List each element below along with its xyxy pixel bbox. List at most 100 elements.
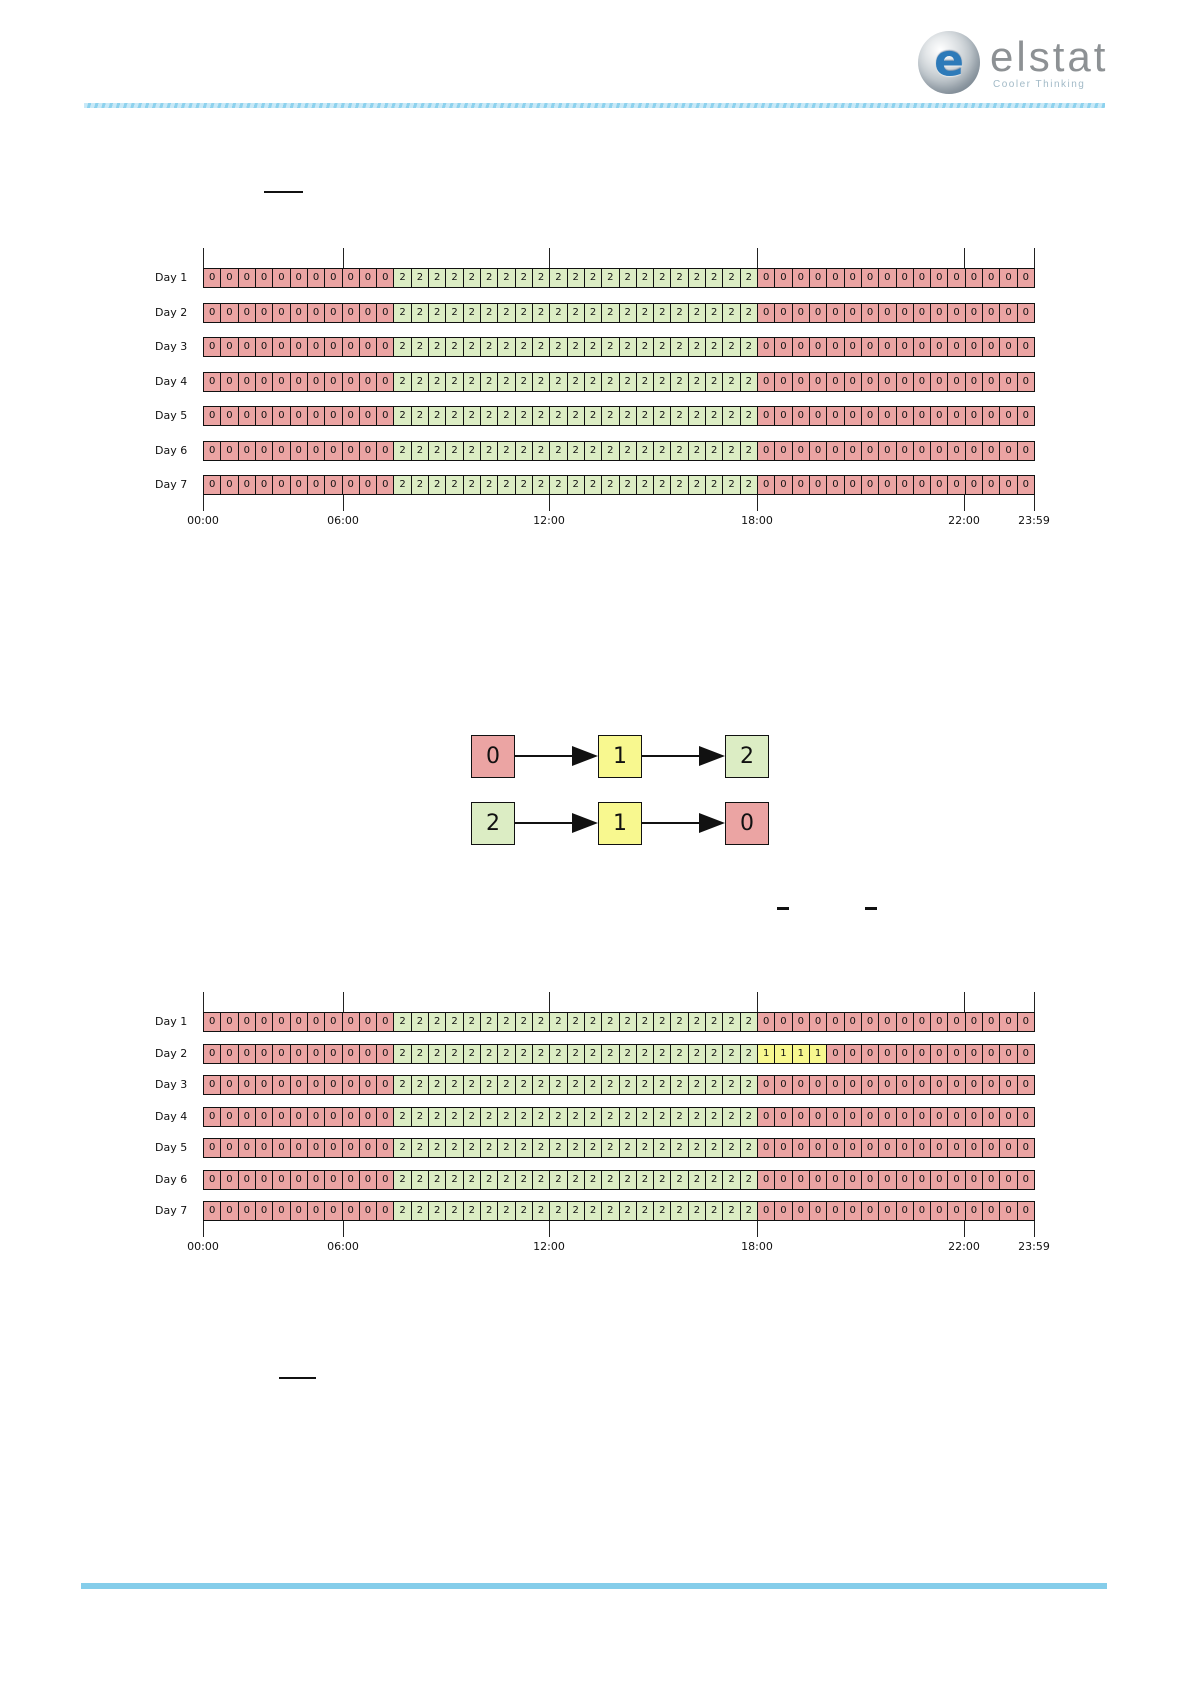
- schedule-cell: 2: [567, 1043, 585, 1064]
- schedule-cell: 0: [359, 1201, 378, 1221]
- schedule-cell: 0: [359, 1075, 378, 1095]
- schedule-cell: 2: [688, 475, 707, 495]
- schedule-cell: 0: [1000, 406, 1018, 426]
- schedule-cell: 0: [965, 1043, 984, 1064]
- schedule-cell: 2: [671, 1012, 689, 1032]
- schedule-cell: 0: [948, 302, 966, 323]
- schedule-cell: 2: [619, 1169, 637, 1190]
- schedule-cell: 0: [861, 1169, 880, 1190]
- schedule-cell: 2: [619, 337, 637, 357]
- schedule-cell: 2: [723, 268, 741, 288]
- schedule-cell: 0: [758, 302, 776, 323]
- schedule-cell: 0: [377, 1043, 395, 1064]
- schedule-cell: 2: [446, 268, 464, 288]
- schedule-cell: 2: [498, 1043, 516, 1064]
- schedule-cell: 0: [827, 1138, 845, 1158]
- schedule-cell: 0: [307, 1012, 326, 1032]
- schedule-cell: 2: [446, 1201, 464, 1221]
- schedule-cell: 2: [584, 371, 603, 392]
- logo-wordmark: elstat: [990, 33, 1109, 80]
- schedule-cell: 0: [342, 1106, 360, 1127]
- schedule-cell: 0: [948, 268, 966, 288]
- schedule-cell: 2: [671, 1201, 689, 1221]
- schedule-cell: 2: [671, 406, 689, 426]
- schedule-cell: 0: [879, 1012, 897, 1032]
- arrow-head-icon: [572, 813, 598, 833]
- schedule-cell: 0: [983, 475, 1001, 495]
- schedule-cell: 0: [1017, 1201, 1035, 1221]
- axis-tick-bottom: [964, 1221, 965, 1237]
- schedule-cell: 0: [1000, 371, 1018, 392]
- schedule-cell: 0: [221, 1075, 239, 1095]
- schedule-cell: 2: [619, 1012, 637, 1032]
- schedule-cell: 2: [723, 1201, 741, 1221]
- schedule-cell: 0: [775, 1106, 793, 1127]
- schedule-cell: 2: [550, 337, 568, 357]
- schedule-cell: 0: [221, 268, 239, 288]
- schedule-cell: 2: [567, 406, 585, 426]
- schedule-cell: 0: [758, 1106, 776, 1127]
- schedule-cell: 0: [758, 440, 776, 461]
- schedule-cell: 2: [740, 302, 758, 323]
- state-box: 2: [471, 802, 515, 845]
- elstat-sphere-icon: e: [918, 31, 980, 94]
- schedule-cell: 0: [325, 440, 343, 461]
- schedule-cell: 0: [827, 1106, 845, 1127]
- schedule-cell: 0: [1000, 440, 1018, 461]
- schedule-cell: 0: [948, 1012, 966, 1032]
- schedule-cell: 0: [809, 1106, 828, 1127]
- schedule-cell: 2: [446, 1043, 464, 1064]
- schedule-cell: 2: [411, 302, 430, 323]
- schedule-cell: 2: [463, 1012, 481, 1032]
- schedule-cell: 0: [238, 302, 256, 323]
- schedule-cell: 2: [411, 337, 430, 357]
- schedule-cell: 2: [463, 1201, 481, 1221]
- schedule-cell: 2: [688, 440, 707, 461]
- schedule-cell: 0: [221, 1138, 239, 1158]
- schedule-cell: 2: [740, 1169, 758, 1190]
- schedule-cell: 2: [740, 1012, 758, 1032]
- dash-mark-1: [777, 907, 789, 910]
- schedule-cell: 2: [602, 268, 620, 288]
- schedule-cell: 2: [636, 440, 655, 461]
- schedule-cell: 0: [255, 440, 274, 461]
- schedule-cell: 2: [567, 475, 585, 495]
- schedule-cell: 0: [342, 1012, 360, 1032]
- schedule-cell: 2: [481, 1201, 499, 1221]
- schedule-cell: 0: [827, 1012, 845, 1032]
- schedule-cell: 2: [481, 1138, 499, 1158]
- schedule-cell: 2: [740, 440, 758, 461]
- schedule-cell: 0: [377, 1169, 395, 1190]
- schedule-cell: 0: [325, 1043, 343, 1064]
- schedule-cell: 2: [532, 1201, 551, 1221]
- axis-tick-top: [203, 992, 204, 1012]
- schedule-cell: 2: [394, 1043, 412, 1064]
- schedule-cell: 2: [463, 1169, 481, 1190]
- schedule-cell: 0: [325, 1075, 343, 1095]
- schedule-cell: 0: [1000, 1012, 1018, 1032]
- schedule-cell: 2: [515, 1169, 533, 1190]
- schedule-cell: 2: [567, 1106, 585, 1127]
- schedule-cell: 2: [636, 1012, 655, 1032]
- schedule-cell: 2: [636, 302, 655, 323]
- schedule-cell: 2: [532, 1012, 551, 1032]
- day-label: Day 6: [155, 443, 188, 457]
- schedule-cell: 0: [273, 406, 291, 426]
- schedule-cell: 2: [740, 371, 758, 392]
- schedule-cell: 2: [567, 440, 585, 461]
- schedule-cell: 2: [481, 1075, 499, 1095]
- schedule-cell: 0: [861, 268, 880, 288]
- schedule-cell: 0: [775, 1169, 793, 1190]
- schedule-cell: 2: [481, 268, 499, 288]
- schedule-cell: 1: [775, 1043, 793, 1064]
- schedule-cell: 0: [377, 302, 395, 323]
- schedule-cell: 2: [706, 371, 724, 392]
- schedule-cell: 0: [255, 406, 274, 426]
- schedule-cell: 0: [861, 1043, 880, 1064]
- schedule-cell: 0: [983, 1201, 1001, 1221]
- schedule-cell: 2: [498, 1169, 516, 1190]
- schedule-cell: 0: [1000, 1201, 1018, 1221]
- schedule-cell: 0: [931, 1138, 949, 1158]
- schedule-cell: 0: [913, 1169, 932, 1190]
